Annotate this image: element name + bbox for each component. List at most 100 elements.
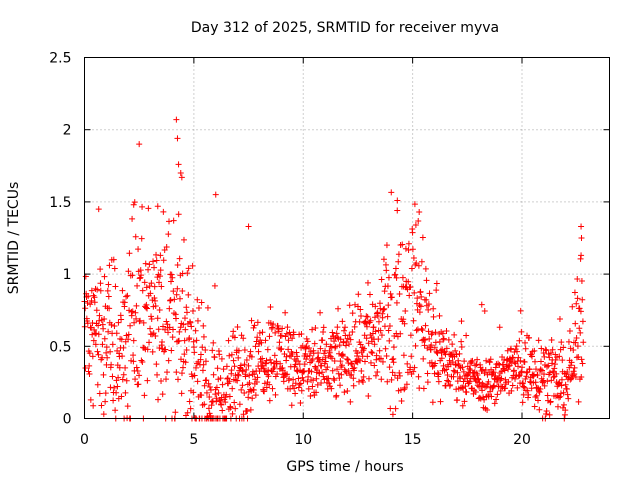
- data-point: [486, 359, 493, 366]
- data-point: [548, 337, 555, 344]
- data-point: [96, 390, 103, 397]
- data-point: [234, 371, 241, 378]
- data-point: [209, 398, 216, 405]
- data-point: [159, 339, 166, 345]
- data-point: [309, 326, 316, 333]
- data-point: [494, 391, 501, 398]
- data-point: [230, 357, 237, 364]
- data-point: [415, 218, 422, 225]
- data-point: [156, 307, 163, 314]
- data-point: [333, 392, 340, 399]
- data-point: [235, 347, 242, 354]
- data-point: [523, 369, 530, 376]
- plot-frame: [84, 57, 610, 419]
- data-point: [267, 356, 274, 363]
- data-point: [214, 365, 221, 372]
- data-point: [239, 367, 246, 374]
- data-point: [115, 319, 122, 326]
- data-point: [132, 309, 139, 316]
- data-point: [387, 405, 394, 412]
- data-point: [308, 368, 315, 375]
- data-point: [400, 316, 407, 323]
- data-point: [218, 401, 225, 408]
- data-point: [381, 288, 388, 295]
- data-point: [552, 356, 559, 363]
- data-point: [284, 324, 291, 331]
- data-point: [148, 315, 155, 322]
- data-point: [382, 345, 389, 352]
- data-point: [411, 289, 418, 296]
- data-point: [417, 288, 424, 295]
- data-point: [423, 296, 430, 303]
- y-tick-label: 2: [63, 123, 72, 139]
- data-point: [292, 390, 299, 397]
- data-point: [517, 307, 524, 314]
- data-point: [534, 372, 541, 379]
- data-point: [231, 334, 238, 341]
- data-point: [170, 326, 177, 333]
- data-point: [132, 233, 139, 240]
- data-point: [86, 350, 93, 357]
- data-point: [409, 246, 416, 253]
- data-point: [476, 379, 483, 386]
- data-point: [142, 260, 149, 267]
- data-point: [137, 267, 144, 274]
- data-point: [272, 329, 279, 336]
- data-point: [287, 332, 294, 339]
- data-point: [386, 364, 393, 371]
- data-point: [429, 330, 436, 337]
- data-point: [306, 345, 313, 352]
- data-point: [113, 330, 120, 337]
- x-tick-label: 10: [294, 432, 312, 448]
- data-point: [199, 367, 206, 374]
- data-point: [474, 356, 481, 363]
- data-point: [459, 364, 466, 371]
- data-point: [223, 391, 230, 398]
- data-point: [345, 367, 352, 374]
- data-point: [268, 359, 275, 366]
- data-point: [564, 391, 571, 398]
- data-point: [206, 393, 213, 400]
- data-point: [112, 283, 119, 290]
- y-tick-label: 1: [63, 267, 72, 283]
- data-point: [418, 258, 425, 265]
- data-point: [205, 405, 212, 412]
- data-point: [406, 292, 413, 299]
- data-point: [304, 338, 311, 345]
- data-point: [423, 277, 430, 284]
- data-point: [101, 316, 108, 323]
- data-point: [413, 300, 420, 307]
- data-point: [432, 360, 439, 367]
- data-point: [110, 256, 117, 263]
- data-point: [192, 327, 199, 334]
- data-point: [194, 317, 201, 324]
- data-point: [354, 350, 361, 357]
- data-point: [132, 376, 139, 383]
- data-point: [344, 335, 351, 342]
- data-point: [492, 364, 499, 371]
- data-point: [426, 335, 433, 342]
- data-point: [507, 358, 514, 365]
- data-point: [154, 274, 161, 281]
- data-point: [516, 372, 523, 379]
- data-point: [367, 317, 374, 324]
- data-point: [151, 283, 158, 290]
- data-point: [259, 355, 266, 362]
- data-point: [258, 365, 265, 372]
- data-point: [351, 364, 358, 371]
- data-point: [508, 345, 515, 352]
- data-point: [524, 387, 531, 394]
- data-point: [151, 295, 158, 302]
- data-point: [357, 306, 364, 313]
- data-point: [324, 364, 331, 371]
- data-point: [574, 275, 581, 282]
- data-point: [578, 252, 585, 259]
- data-point: [173, 116, 180, 123]
- data-point: [98, 402, 105, 409]
- data-point: [269, 324, 276, 331]
- data-point: [418, 325, 425, 332]
- data-point: [145, 205, 152, 212]
- data-point: [278, 332, 285, 339]
- data-point: [175, 211, 182, 218]
